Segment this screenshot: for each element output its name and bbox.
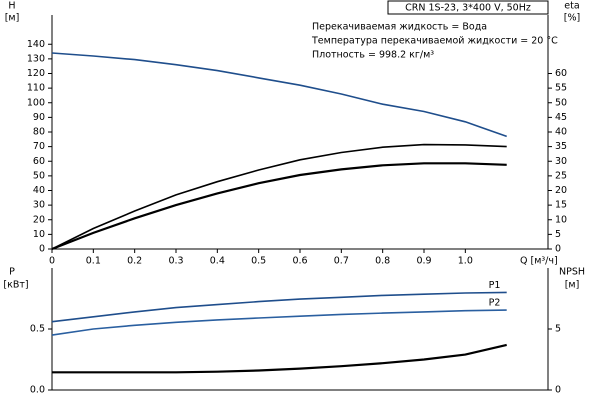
- y2-tick-label: 5: [555, 229, 561, 240]
- y-tick-label: 130: [27, 53, 45, 64]
- x-tick-label: 0.5: [251, 256, 266, 267]
- x-axis-label: Q [м³/ч]: [520, 256, 558, 267]
- y2-tick-label: 5: [555, 324, 561, 335]
- y-axis-unit: [кВт]: [3, 280, 28, 291]
- x-tick-label: 0.7: [334, 256, 349, 267]
- y2-tick-label: 10: [555, 214, 567, 225]
- y-tick-label: 80: [33, 127, 45, 138]
- y2-tick-label: 35: [555, 141, 567, 152]
- y-tick-label: 10: [33, 229, 45, 240]
- x-tick-label: 0.3: [168, 256, 183, 267]
- y-tick-label: 50: [33, 170, 45, 181]
- y2-tick-label: 60: [555, 68, 567, 79]
- annotation: Температура перекачиваемой жидкости = 20…: [311, 36, 558, 47]
- y2-tick-label: 40: [555, 127, 567, 138]
- y-tick-label: 20: [33, 214, 45, 225]
- curve: [51, 291, 507, 323]
- y2-tick-label: 45: [555, 112, 567, 123]
- annotation: Плотность = 998.2 кг/м³: [312, 50, 434, 61]
- legend-label: P1: [489, 280, 501, 291]
- y2-axis-label: NPSH: [559, 267, 585, 278]
- y-axis-unit: [м]: [5, 13, 20, 24]
- chart-title: CRN 1S-23, 3*400 V, 50Hz: [405, 3, 531, 14]
- y-axis-label: P: [9, 267, 15, 278]
- y-tick-label: 90: [33, 112, 45, 123]
- y-tick-label: 120: [27, 68, 45, 79]
- y2-tick-label: 15: [555, 200, 567, 211]
- y2-tick-label: 25: [555, 170, 567, 181]
- curve: [51, 52, 507, 138]
- y-tick-label: 110: [27, 83, 45, 94]
- x-tick-label: 0.1: [86, 256, 101, 267]
- y-tick-label: 0.5: [30, 324, 45, 335]
- x-tick-label: 0.6: [292, 256, 307, 267]
- y-tick-label: 60: [33, 156, 45, 167]
- y-tick-label: 0.0: [30, 385, 45, 396]
- curve: [52, 343, 507, 374]
- y2-tick-label: 55: [555, 83, 567, 94]
- x-tick-label: 0.8: [375, 256, 390, 267]
- x-tick-label: 0.2: [127, 256, 142, 267]
- y2-tick-label: 20: [555, 185, 567, 196]
- annotation: Перекачиваемая жидкость = Вода: [312, 22, 487, 33]
- y2-tick-label: 0: [555, 385, 561, 396]
- x-tick-label: 0: [49, 256, 55, 267]
- y-tick-label: 100: [27, 97, 45, 108]
- y-tick-label: 70: [33, 141, 45, 152]
- y2-tick-label: 0: [555, 244, 561, 255]
- y-tick-label: 140: [27, 39, 45, 50]
- x-tick-label: 1.0: [458, 256, 473, 267]
- y-axis-label: H: [8, 1, 15, 12]
- curve: [51, 143, 507, 250]
- legend-label: P2: [489, 298, 501, 309]
- x-tick-label: 0.4: [210, 256, 225, 267]
- y-tick-label: 30: [33, 200, 45, 211]
- y2-axis-unit: [%]: [564, 13, 580, 24]
- y2-axis-label: eta: [564, 1, 579, 12]
- y-tick-label: 40: [33, 185, 45, 196]
- y-tick-label: 0: [39, 244, 45, 255]
- x-tick-label: 0.9: [416, 256, 431, 267]
- y2-axis-unit: [м]: [565, 280, 580, 291]
- curve: [51, 162, 507, 251]
- info-box: [387, 0, 549, 15]
- y2-tick-label: 50: [555, 97, 567, 108]
- curve: [51, 309, 507, 336]
- y2-tick-label: 30: [555, 156, 567, 167]
